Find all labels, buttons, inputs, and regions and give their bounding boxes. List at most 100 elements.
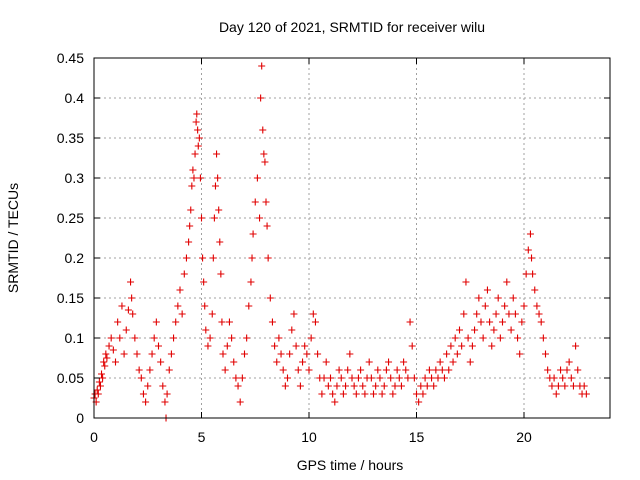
data-point <box>342 382 350 390</box>
data-point <box>408 342 416 350</box>
data-point <box>400 358 408 366</box>
data-point <box>187 206 195 214</box>
data-point <box>531 286 539 294</box>
data-point <box>127 278 135 286</box>
data-point <box>165 366 173 374</box>
data-point <box>410 374 418 382</box>
data-point <box>563 366 571 374</box>
y-tick-label: 0.4 <box>65 90 85 106</box>
data-point <box>230 358 238 366</box>
data-point <box>290 310 298 318</box>
data-point <box>314 350 322 358</box>
data-point <box>380 382 388 390</box>
data-point <box>190 174 198 182</box>
data-point <box>129 310 137 318</box>
data-point <box>292 342 300 350</box>
data-point <box>339 390 347 398</box>
data-point <box>365 358 373 366</box>
data-point <box>301 342 309 350</box>
y-tick-label: 0.3 <box>65 170 85 186</box>
data-point <box>107 334 115 342</box>
data-point <box>163 390 171 398</box>
data-point <box>428 374 436 382</box>
data-point <box>241 350 248 358</box>
data-point <box>279 366 287 374</box>
data-point <box>423 382 431 390</box>
data-point <box>192 118 200 126</box>
data-point <box>434 374 442 382</box>
data-point <box>232 374 240 382</box>
data-point <box>133 350 141 358</box>
data-point <box>464 334 472 342</box>
data-point <box>516 350 524 358</box>
y-tick-label: 0.45 <box>57 50 84 66</box>
data-point <box>93 386 101 394</box>
data-point <box>350 382 358 390</box>
data-point <box>148 350 156 358</box>
data-point <box>185 238 193 246</box>
data-point <box>370 390 377 398</box>
data-point <box>572 342 580 350</box>
data-point <box>251 198 259 206</box>
gridlines <box>94 58 610 418</box>
data-point <box>159 382 167 390</box>
data-point <box>157 358 165 366</box>
data-point <box>447 342 455 350</box>
data-point <box>481 302 489 310</box>
data-point <box>277 350 285 358</box>
data-point <box>195 134 203 142</box>
data-point <box>196 174 204 182</box>
data-point <box>421 374 429 382</box>
data-point <box>404 374 412 382</box>
data-point <box>391 382 399 390</box>
data-point <box>552 390 560 398</box>
plot-frame <box>93 57 611 419</box>
data-point <box>486 318 494 326</box>
data-point <box>453 350 461 358</box>
data-point <box>443 350 451 358</box>
data-point <box>249 230 257 238</box>
data-point <box>161 398 169 406</box>
data-point <box>259 126 267 134</box>
data-point <box>131 334 139 342</box>
data-point <box>120 350 128 358</box>
y-tick-label: 0.15 <box>57 290 84 306</box>
data-point <box>352 390 360 398</box>
data-point <box>451 334 459 342</box>
data-point <box>266 294 274 302</box>
x-axis-label: GPS time / hours <box>297 457 404 473</box>
data-point <box>103 354 111 362</box>
data-point <box>216 238 224 246</box>
data-point <box>100 358 108 366</box>
data-point <box>294 366 302 374</box>
data-point <box>327 374 334 382</box>
data-point <box>206 334 214 342</box>
data-point <box>501 302 509 310</box>
data-point <box>565 358 573 366</box>
data-point <box>258 62 266 70</box>
data-point <box>247 278 255 286</box>
y-tick-label: 0.2 <box>65 250 85 266</box>
data-point <box>436 358 444 366</box>
data-point <box>413 390 420 398</box>
data-point <box>425 366 433 374</box>
data-point <box>101 362 109 370</box>
data-point <box>245 302 253 310</box>
data-point <box>268 318 276 326</box>
data-point <box>507 326 515 334</box>
data-point <box>198 214 205 222</box>
data-point <box>114 318 122 326</box>
data-point <box>376 374 384 382</box>
data-point <box>458 342 466 350</box>
data-point <box>146 366 154 374</box>
data-point <box>94 390 102 398</box>
data-point <box>466 358 474 366</box>
data-point <box>124 306 132 314</box>
data-point <box>296 382 304 390</box>
data-point <box>557 366 565 374</box>
x-tick-label: 20 <box>516 429 532 445</box>
data-point <box>440 374 448 382</box>
data-point <box>511 310 519 318</box>
data-point <box>333 382 341 390</box>
